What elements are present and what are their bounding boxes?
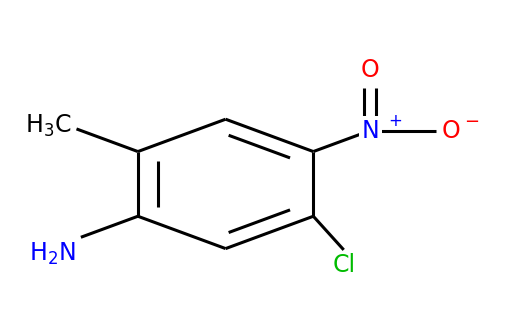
Text: O: O <box>441 118 460 142</box>
Text: O: O <box>361 58 380 82</box>
Text: H$_3$C: H$_3$C <box>25 113 72 139</box>
Text: Cl: Cl <box>332 253 355 277</box>
Text: N: N <box>361 118 379 142</box>
Text: +: + <box>388 112 402 130</box>
Text: H$_2$N: H$_2$N <box>29 240 76 267</box>
Text: −: − <box>464 114 479 132</box>
